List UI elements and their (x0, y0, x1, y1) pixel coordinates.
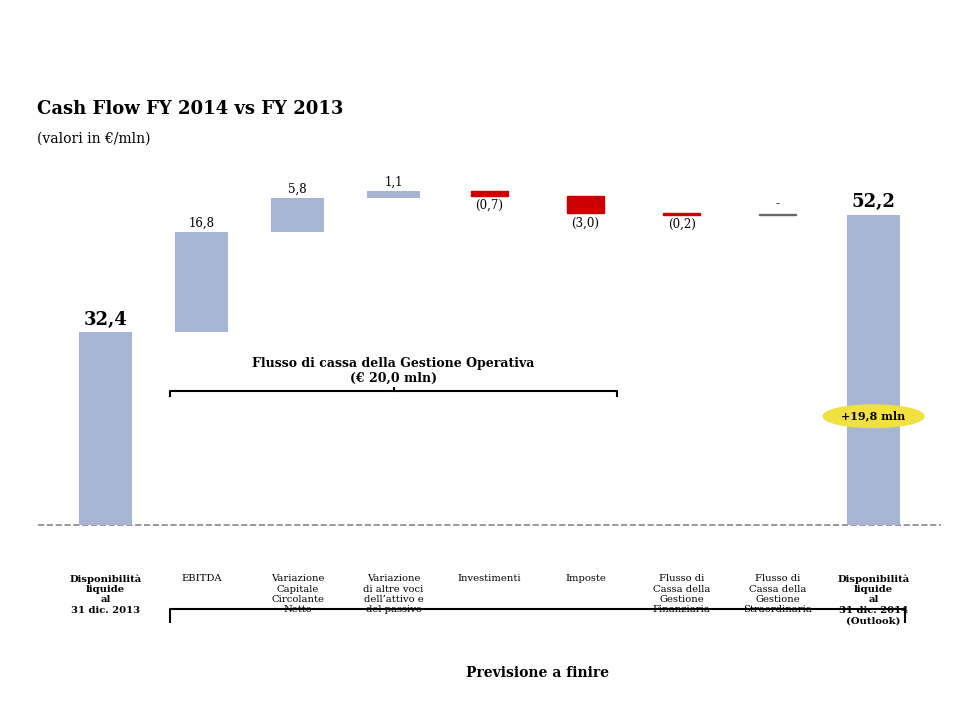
Bar (175, 232, 228, 332)
Text: (0,2): (0,2) (667, 218, 696, 230)
Bar (272, 198, 324, 232)
Text: Flusso di
Cassa della
Gestione
Finanziaria: Flusso di Cassa della Gestione Finanziar… (653, 574, 710, 614)
Text: 16,8: 16,8 (188, 217, 215, 230)
Text: Investimenti: Investimenti (458, 574, 521, 583)
Text: Variazione
Capitale
Circolante
Netto: Variazione Capitale Circolante Netto (271, 574, 324, 614)
Bar (567, 196, 604, 213)
Text: 32,4: 32,4 (84, 311, 128, 328)
Text: (valori in €/mln): (valori in €/mln) (36, 132, 151, 146)
Text: Disponibilità
liquide
al
31 dic. 2013: Disponibilità liquide al 31 dic. 2013 (69, 574, 142, 615)
Text: Variazione
di altre voci
dell’attivo e
del passivo: Variazione di altre voci dell’attivo e d… (364, 574, 423, 614)
Bar (759, 214, 796, 215)
Text: Flusso di cassa della Gestione Operativa
(€ 20,0 mln): Flusso di cassa della Gestione Operativa… (252, 357, 535, 385)
Text: 5,8: 5,8 (288, 183, 307, 196)
Bar (79, 332, 132, 525)
Text: (0,7): (0,7) (475, 198, 504, 212)
Bar (368, 191, 420, 198)
Text: Flusso di
Cassa della
Gestione
Straordinaria: Flusso di Cassa della Gestione Straordin… (743, 574, 812, 614)
Text: EBITDA: EBITDA (181, 574, 222, 583)
Bar (663, 213, 700, 215)
Text: Capacità di generazione di flussi di cassa: Capacità di generazione di flussi di cas… (14, 22, 690, 53)
Text: Disponibilità
liquide
al
31 dic. 2014
(Outlook): Disponibilità liquide al 31 dic. 2014 (O… (837, 574, 910, 625)
Bar (471, 191, 508, 196)
Ellipse shape (824, 405, 924, 427)
Text: 52,2: 52,2 (852, 193, 896, 211)
Text: (3,0): (3,0) (571, 216, 600, 230)
Text: Imposte: Imposte (565, 574, 606, 583)
Bar (848, 215, 900, 525)
Text: +19,8 mln: +19,8 mln (842, 411, 905, 422)
Text: -: - (776, 197, 780, 210)
Text: Previsione a finire: Previsione a finire (467, 665, 609, 680)
Text: 1,1: 1,1 (384, 176, 403, 189)
Text: Cash Flow FY 2014 vs FY 2013: Cash Flow FY 2014 vs FY 2013 (36, 100, 344, 118)
